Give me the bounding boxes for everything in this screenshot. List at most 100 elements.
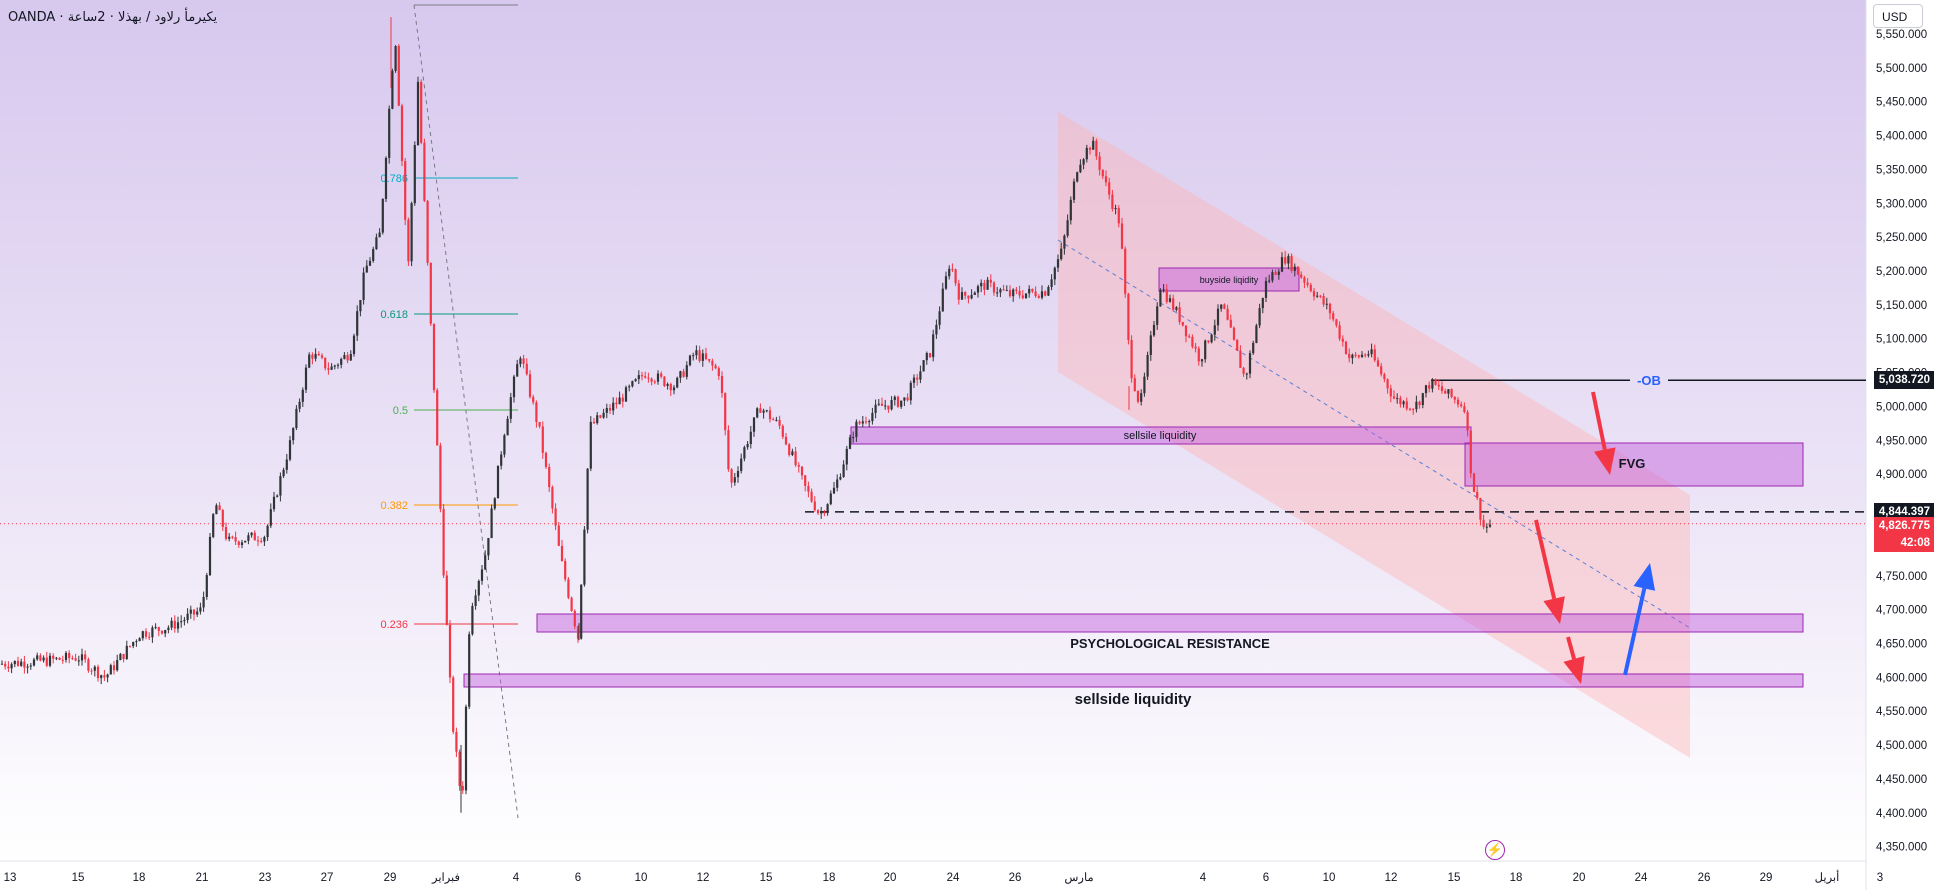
x-tick-label: 26 (1009, 872, 1022, 884)
candle-body (695, 350, 698, 356)
candle-body (503, 435, 506, 455)
candle-body (957, 283, 960, 300)
candle-body (1472, 473, 1476, 492)
candle-body (781, 425, 784, 437)
y-tick-label: 4,350.000 (1876, 842, 1927, 854)
y-tick-label: 5,100.000 (1876, 334, 1927, 346)
candle-body (391, 70, 394, 109)
candle-body (1488, 524, 1492, 527)
y-tick-label: 5,350.000 (1876, 164, 1927, 176)
candle-body (512, 376, 516, 398)
candle-body (1335, 319, 1338, 326)
x-tick-label: 26 (1698, 872, 1711, 884)
candle-body (1117, 208, 1120, 224)
candle-body (1213, 325, 1216, 335)
candle-body (1034, 291, 1037, 297)
candle-body (490, 508, 493, 539)
candle-body (269, 509, 272, 526)
candle-body (71, 658, 74, 660)
candle-body (52, 655, 55, 659)
candle-body (1133, 378, 1136, 391)
y-tick-label: 5,000.000 (1876, 401, 1927, 413)
x-tick-label: 3 (1877, 872, 1883, 884)
candle-body (592, 421, 596, 424)
lightning-icon[interactable]: ⚡ (1485, 840, 1505, 860)
candle-body (1482, 519, 1485, 528)
candle-body (932, 334, 935, 358)
candle-body (404, 161, 407, 220)
candle-body (813, 501, 816, 511)
candle-body (1098, 156, 1101, 170)
x-tick-label: 10 (635, 872, 648, 884)
candle-body (1245, 373, 1248, 375)
candle-body (724, 393, 727, 431)
candle-body (218, 505, 221, 511)
candle-body (496, 465, 500, 499)
candle-body (877, 403, 880, 405)
candle-body (762, 410, 765, 413)
candle-body (551, 487, 554, 509)
candle-body (77, 660, 80, 662)
candle-body (183, 619, 186, 622)
candle-body (378, 232, 381, 238)
candle-body (996, 292, 999, 294)
candle-body (784, 436, 788, 445)
candle-body (1370, 349, 1373, 355)
candle-body (554, 508, 557, 526)
candle-body (736, 470, 740, 478)
candle-body (896, 396, 900, 407)
candle-body (125, 645, 128, 660)
candle-body (1200, 359, 1204, 362)
candle-body (1252, 342, 1255, 354)
candle-body (919, 371, 922, 380)
candle-body (260, 540, 263, 542)
candle-body (1424, 385, 1428, 394)
candle-body (893, 396, 896, 401)
candle-body (180, 621, 183, 623)
candle-body (1402, 401, 1405, 405)
candle-body (887, 405, 890, 410)
candle-body (474, 595, 477, 606)
candle-body (983, 282, 986, 290)
y-tick-label: 5,250.000 (1876, 232, 1927, 244)
candle-body (564, 560, 567, 580)
y-tick-label: 4,650.000 (1876, 638, 1927, 650)
candle-body (208, 536, 212, 576)
candle-body (26, 666, 29, 668)
candle-body (791, 451, 794, 455)
candle-body (772, 419, 775, 421)
candle-body (1168, 298, 1172, 302)
candle-body (1354, 354, 1357, 356)
candle-body (1268, 280, 1271, 282)
candle-body (151, 627, 154, 638)
candle-body (506, 418, 509, 436)
candle-body (1469, 430, 1472, 474)
candle-body (730, 469, 733, 483)
psychological-resistance-label: PSYCHOLOGICAL RESISTANCE (1070, 636, 1270, 651)
candle-body (464, 706, 468, 791)
candle-body (320, 355, 324, 358)
candle-body (935, 324, 938, 335)
candle-body (1188, 336, 1191, 338)
candle-body (1376, 360, 1380, 367)
candle-body (58, 657, 61, 660)
candle-body (1466, 412, 1469, 431)
y-tick-label: 4,400.000 (1876, 808, 1927, 820)
currency-button[interactable]: USD (1873, 4, 1923, 28)
candle-body (1226, 308, 1229, 320)
candle-body (714, 365, 717, 369)
candle-body (925, 353, 928, 361)
candle-body (480, 569, 484, 581)
candle-body (1447, 389, 1450, 394)
candle-body (1092, 140, 1095, 150)
candle-body (1440, 386, 1444, 392)
candle-body (1415, 401, 1418, 410)
x-tick-label: 29 (384, 872, 397, 884)
x-tick-label: 6 (1263, 872, 1269, 884)
candle-body (1207, 340, 1210, 343)
candle-body (1463, 406, 1466, 413)
candle-body (1389, 388, 1392, 397)
candle-body (922, 360, 925, 372)
